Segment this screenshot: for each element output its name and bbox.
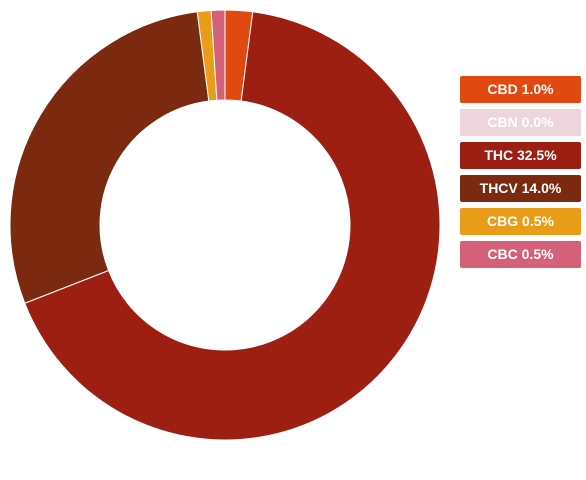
legend-item-cbc[interactable]: CBC 0.5% <box>460 241 581 268</box>
donut-chart <box>9 9 441 441</box>
legend-item-cbg[interactable]: CBG 0.5% <box>460 208 581 235</box>
legend-item-cbd[interactable]: CBD 1.0% <box>460 76 581 103</box>
slice-thcv[interactable] <box>9 11 210 304</box>
slice-thc[interactable] <box>24 11 441 441</box>
legend-item-thc[interactable]: THC 32.5% <box>460 142 581 169</box>
chart-legend: CBD 1.0% CBN 0.0% THC 32.5% THCV 14.0% CBG 0… <box>460 76 581 274</box>
slice-cbc[interactable] <box>210 9 226 101</box>
legend-item-thcv[interactable]: THCV 14.0% <box>460 175 581 202</box>
legend-item-cbn[interactable]: CBN 0.0% <box>460 109 581 136</box>
